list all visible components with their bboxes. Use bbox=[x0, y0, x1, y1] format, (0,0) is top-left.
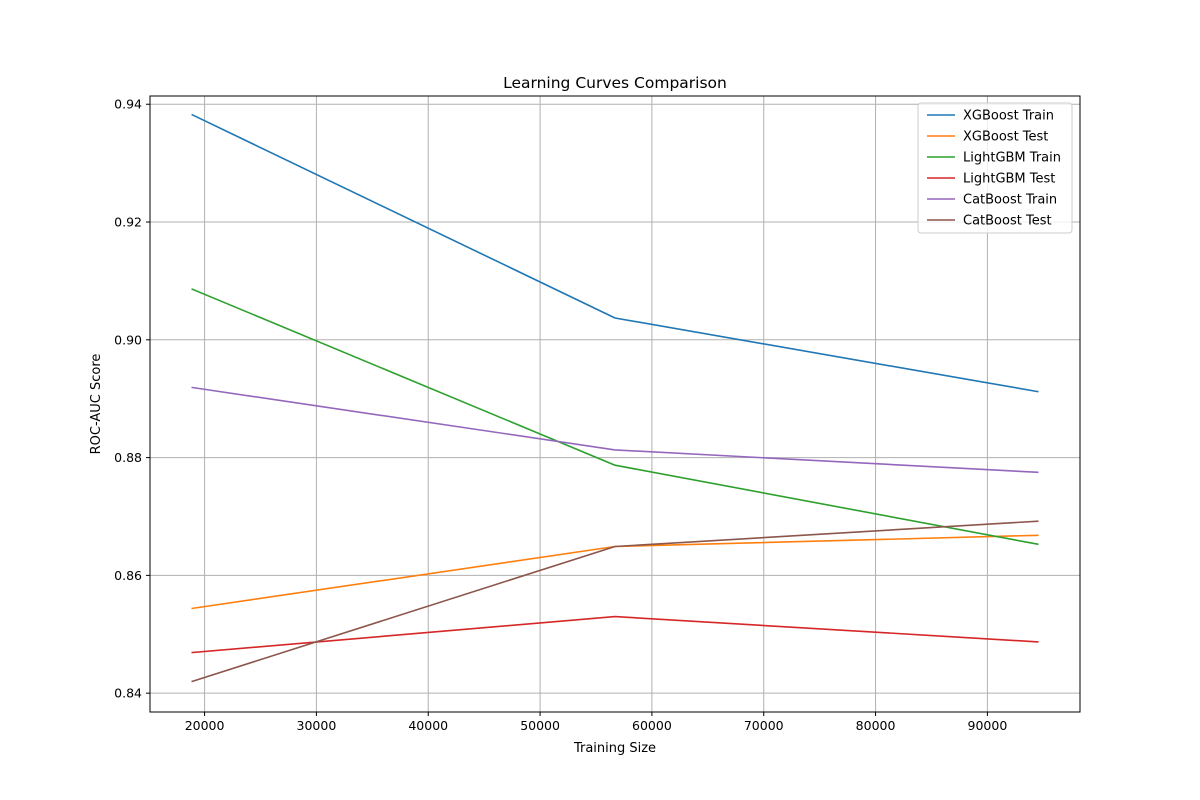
x-tick-label: 50000 bbox=[520, 718, 560, 733]
legend-label: CatBoost Test bbox=[963, 214, 1052, 229]
legend-label: CatBoost Train bbox=[963, 193, 1057, 208]
x-tick-label: 90000 bbox=[968, 718, 1008, 733]
y-tick-label: 0.84 bbox=[114, 686, 142, 701]
legend-entry-lightgbm-test: LightGBM Test bbox=[927, 172, 1055, 187]
x-tick-label: 20000 bbox=[185, 718, 225, 733]
legend: XGBoost Train XGBoost Test LightGBM Train L… bbox=[917, 102, 1073, 234]
y-tick-label: 0.92 bbox=[114, 215, 142, 230]
legend-entry-lightgbm-train: LightGBM Train bbox=[927, 151, 1061, 166]
legend-entry-catboost-train: CatBoost Train bbox=[927, 193, 1057, 208]
legend-entry-catboost-test: CatBoost Test bbox=[927, 214, 1052, 229]
y-tick-label: 0.88 bbox=[114, 450, 142, 465]
x-axis-label: Training Size bbox=[573, 741, 656, 756]
y-axis: 0.84 0.86 0.88 0.90 0.92 0.94 bbox=[114, 97, 150, 701]
y-tick-label: 0.86 bbox=[114, 568, 142, 583]
legend-label: XGBoost Train bbox=[963, 109, 1054, 124]
y-tick-label: 0.90 bbox=[114, 332, 142, 347]
series-line-catboost-test bbox=[191, 520, 1039, 683]
x-tick-label: 80000 bbox=[856, 718, 896, 733]
legend-frame bbox=[917, 102, 1073, 234]
legend-label: XGBoost Test bbox=[963, 130, 1048, 145]
series-line-lightgbm-test bbox=[191, 615, 1039, 654]
legend-entry-xgboost-test: XGBoost Test bbox=[927, 130, 1048, 145]
x-axis: 20000 30000 40000 50000 60000 70000 80000 90000 bbox=[185, 712, 1008, 733]
x-tick-label: 70000 bbox=[744, 718, 784, 733]
series-line-xgboost-train bbox=[191, 113, 1039, 393]
legend-label: LightGBM Test bbox=[963, 172, 1055, 187]
chart-title: Learning Curves Comparison bbox=[503, 74, 727, 92]
x-tick-label: 40000 bbox=[408, 718, 448, 733]
series-line-lightgbm-train bbox=[191, 288, 1039, 546]
legend-entry-xgboost-train: XGBoost Train bbox=[927, 109, 1054, 124]
y-tick-label: 0.94 bbox=[114, 97, 142, 112]
plot-frame bbox=[149, 95, 1081, 713]
series-lines bbox=[191, 113, 1039, 683]
y-axis-label: ROC-AUC Score bbox=[89, 354, 104, 455]
x-tick-label: 30000 bbox=[297, 718, 337, 733]
series-line-catboost-train bbox=[191, 386, 1039, 474]
legend-label: LightGBM Train bbox=[963, 151, 1061, 166]
x-tick-label: 60000 bbox=[632, 718, 672, 733]
